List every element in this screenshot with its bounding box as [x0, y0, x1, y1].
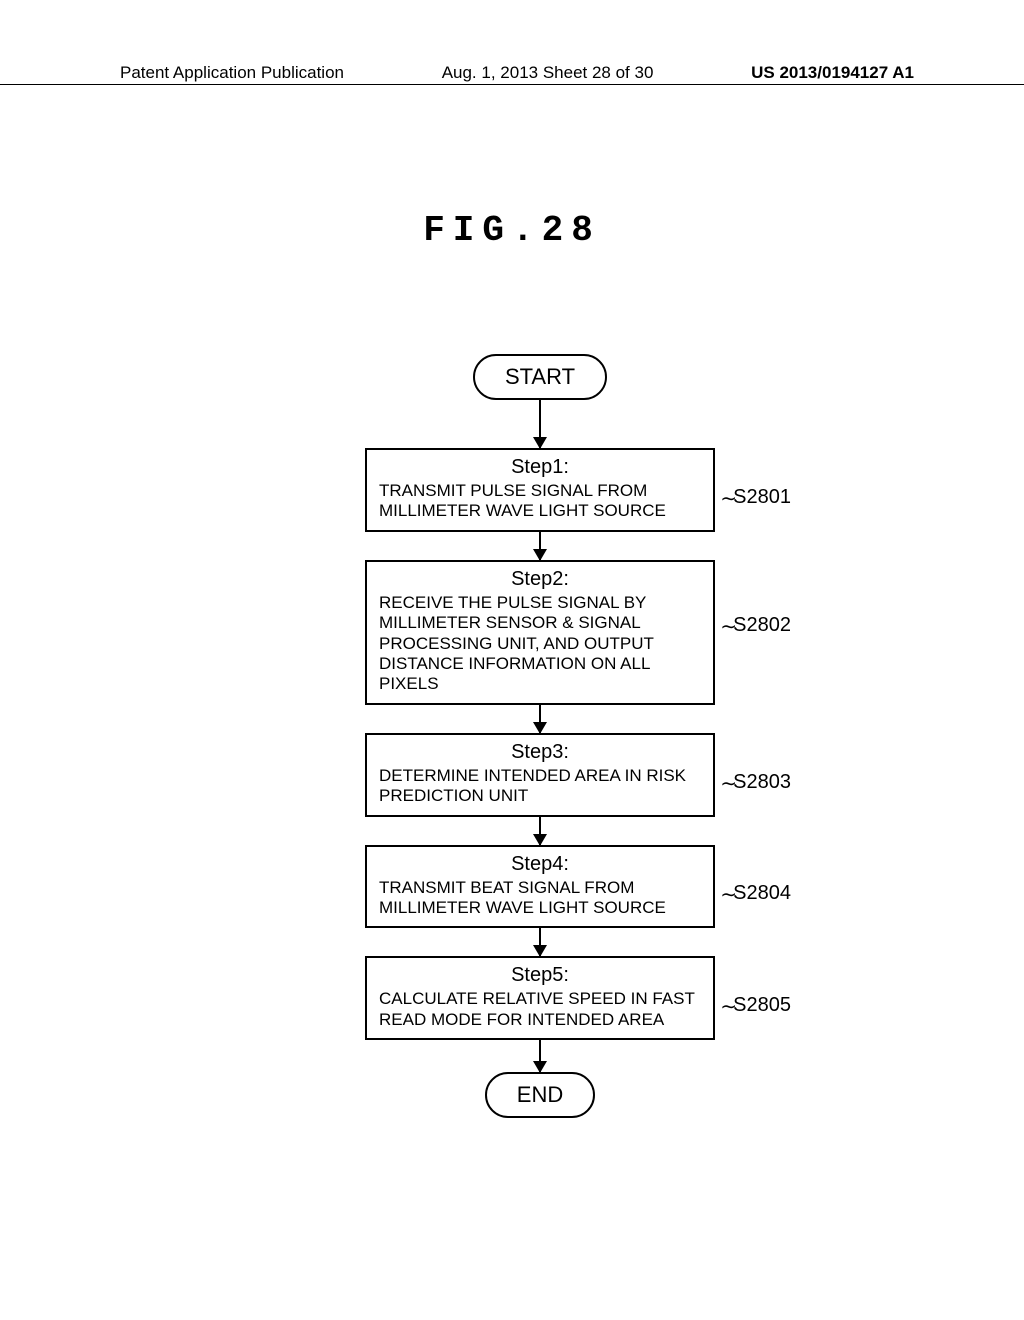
flowchart: START Step1: TRANSMIT PULSE SIGNAL FROM … [280, 354, 800, 1118]
step-box-5: Step5: CALCULATE RELATIVE SPEED IN FAST … [365, 956, 715, 1040]
connector-start [539, 400, 542, 448]
step-ref-label: S2801 [733, 486, 791, 509]
step-ref-label: S2804 [733, 882, 791, 905]
step-label: Step1: [379, 456, 701, 479]
step-body: DETERMINE INTENDED AREA IN RISK PREDICTI… [379, 766, 701, 807]
terminal-start: START [473, 354, 607, 400]
header-left: Patent Application Publication [120, 63, 344, 83]
header-right: US 2013/0194127 A1 [751, 63, 914, 83]
step-ref-label: S2803 [733, 771, 791, 794]
step-label: Step5: [379, 964, 701, 987]
step-body: TRANSMIT PULSE SIGNAL FROM MILLIMETER WA… [379, 481, 701, 522]
step-label: Step3: [379, 741, 701, 764]
step-ref-label: S2805 [733, 994, 791, 1017]
step-body: RECEIVE THE PULSE SIGNAL BY MILLIMETER S… [379, 593, 701, 695]
step-label: Step2: [379, 568, 701, 591]
connector-end [539, 1040, 542, 1072]
step-ref-label: S2802 [733, 614, 791, 637]
step-box-2: Step2: RECEIVE THE PULSE SIGNAL BY MILLI… [365, 560, 715, 705]
step-box-1: Step1: TRANSMIT PULSE SIGNAL FROM MILLIM… [365, 448, 715, 532]
header-center: Aug. 1, 2013 Sheet 28 of 30 [442, 63, 654, 83]
step-label: Step4: [379, 853, 701, 876]
connector-4-5 [539, 928, 542, 956]
terminal-end: END [485, 1072, 595, 1118]
connector-2-3 [539, 705, 542, 733]
connector-3-4 [539, 817, 542, 845]
step-body: CALCULATE RELATIVE SPEED IN FAST READ MO… [379, 989, 701, 1030]
step-box-3: Step3: DETERMINE INTENDED AREA IN RISK P… [365, 733, 715, 817]
patent-header: Patent Application Publication Aug. 1, 2… [0, 84, 1024, 111]
step-body: TRANSMIT BEAT SIGNAL FROM MILLIMETER WAV… [379, 878, 701, 919]
step-box-4: Step4: TRANSMIT BEAT SIGNAL FROM MILLIME… [365, 845, 715, 929]
connector-1-2 [539, 532, 542, 560]
figure-title: FIG.28 [0, 210, 1024, 251]
